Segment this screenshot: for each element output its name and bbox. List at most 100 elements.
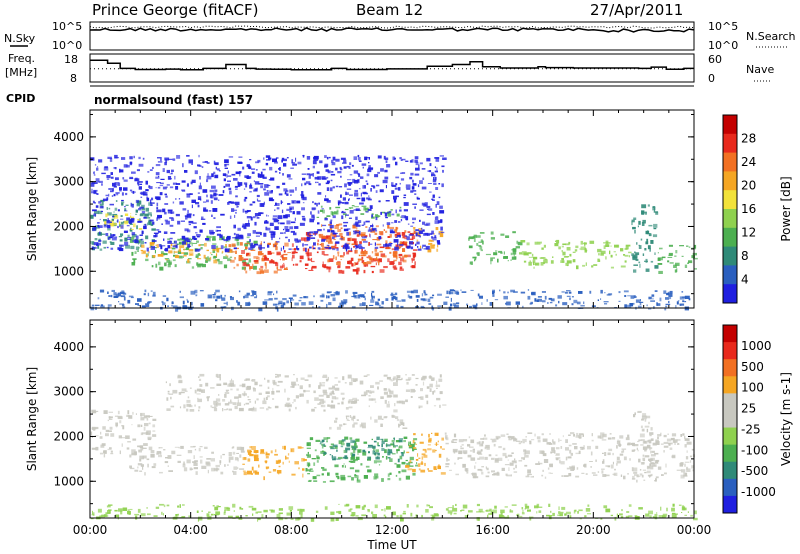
data-region (90, 503, 698, 522)
colorbar-tick-label: 12 (741, 226, 756, 240)
freq-label-1: Freq. (8, 52, 35, 65)
data-region (316, 205, 402, 220)
y-axis-label: Slant Range [km] (25, 367, 39, 471)
colorbar-swatch (723, 325, 737, 343)
data-region (90, 409, 157, 458)
colorbar-swatch (723, 427, 737, 446)
y-tick-label: 1000 (53, 474, 84, 488)
colorbar-swatch (723, 152, 737, 172)
x-tick-label: 20:00 (576, 523, 611, 537)
colorbar-swatch (723, 342, 737, 360)
noise-search-label: N.Search (746, 30, 796, 43)
colorbar-label: Velocity [m s-1] (779, 372, 793, 466)
y-tick-label: 3000 (53, 175, 84, 189)
power-panel: 1000 2000 3000 4000 Slant Range [km] 28 24 20 16… (25, 109, 793, 312)
colorbar-tick-label: -500 (741, 464, 768, 478)
noise-tick-low: 10^0 (52, 39, 82, 52)
y-axis-label: Slant Range [km] (25, 157, 39, 261)
colorbar-label: Power [dB] (779, 176, 793, 241)
colorbar-swatch (723, 246, 737, 266)
freq-panel: Freq. [MHz] 18 8 60 0 Nave (5, 52, 774, 85)
colorbar-tick-label: 28 (741, 132, 756, 146)
data-region (405, 432, 446, 475)
x-axis-label: Time UT (366, 538, 417, 552)
data-region (241, 250, 286, 269)
colorbar-swatch (723, 444, 737, 463)
data-region (329, 414, 408, 430)
noise-sky-label: N.Sky (4, 32, 36, 45)
colorbar-tick-label: 8 (741, 249, 749, 263)
colorbar-tick-label: -25 (741, 422, 761, 436)
data-region (90, 289, 691, 312)
colorbar-frame (722, 324, 738, 514)
y-tick-label: 4000 (53, 130, 84, 144)
cpid-text: normalsound (fast) 157 (94, 93, 253, 107)
colorbar-swatch (723, 284, 737, 304)
x-tick-label: 00:00 (73, 523, 108, 537)
noise-right-tick-high: 10^5 (708, 20, 738, 33)
colorbar-swatch (723, 190, 737, 210)
x-tick-label: 12:00 (375, 523, 410, 537)
data-region (242, 445, 307, 481)
colorbar-tick-label: 100 (741, 381, 764, 395)
colorbar-swatch (723, 115, 737, 135)
x-tick-label: 00:00 (677, 523, 712, 537)
colorbar-swatch (723, 265, 737, 285)
nave-tick-high: 60 (708, 53, 722, 66)
noise-right-tick-low: 10^0 (708, 39, 738, 52)
colorbar-tick-label: 24 (741, 155, 756, 169)
colorbar-frame (722, 114, 738, 304)
colorbar-tick-label: 25 (741, 402, 756, 416)
velocity-panel: 1000 2000 3000 4000 Slant Range [km] 1000 500 1… (25, 319, 793, 552)
colorbar-swatch (723, 495, 737, 514)
colorbar-tick-label: 4 (741, 273, 749, 287)
date-title: 27/Apr/2011 (590, 1, 683, 19)
data-region (165, 373, 447, 413)
x-tick-label: 04:00 (173, 523, 208, 537)
colorbar-swatch (723, 171, 737, 191)
y-tick-label: 2000 (53, 219, 84, 233)
colorbar-swatch (723, 209, 737, 229)
x-tick-label: 16:00 (475, 523, 510, 537)
noise-search-line (89, 25, 695, 29)
colorbar-swatch (723, 133, 737, 154)
data-region (319, 436, 404, 463)
data-region (90, 154, 447, 253)
colorbar-swatch (723, 393, 737, 411)
freq-tick-high: 18 (64, 53, 78, 66)
data-region (305, 436, 418, 483)
y-tick-label: 4000 (53, 340, 84, 354)
colorbar-swatch (723, 478, 737, 497)
cpid-label: CPID (6, 92, 35, 105)
y-tick-label: 3000 (53, 385, 84, 399)
panel-frame (89, 319, 695, 519)
freq-label-2: [MHz] (5, 66, 37, 79)
colorbar-swatch (723, 227, 737, 248)
data-region (631, 204, 659, 273)
colorbar-tick-label: 20 (741, 179, 756, 193)
data-region (468, 231, 523, 265)
colorbar-swatch (723, 359, 737, 377)
nave-label: Nave (746, 63, 774, 76)
data-region (316, 223, 408, 267)
colorbar-tick-label: 16 (741, 202, 756, 216)
nave-tick-low: 0 (708, 72, 715, 85)
freq-tick-low: 8 (70, 72, 77, 85)
noise-panel: N.Sky 10^5 10^0 10^5 10^0 N.Search (4, 20, 796, 52)
colorbar-tick-label: -1000 (741, 485, 776, 499)
data-region (291, 231, 418, 275)
colorbar-tick-label: -100 (741, 443, 768, 457)
colorbar-swatch (723, 376, 737, 394)
station-title: Prince George (fitACF) (92, 1, 258, 19)
noise-tick-high: 10^5 (52, 20, 82, 33)
cpid-panel: CPID normalsound (fast) 157 (6, 85, 694, 107)
data-region (129, 445, 245, 476)
data-region (631, 410, 660, 483)
data-region (519, 239, 632, 270)
colorbar-swatch (723, 410, 737, 429)
colorbar-swatch (723, 461, 737, 480)
data-region (140, 242, 232, 264)
colorbar-tick-label: 500 (741, 360, 764, 374)
y-tick-label: 1000 (53, 264, 84, 278)
